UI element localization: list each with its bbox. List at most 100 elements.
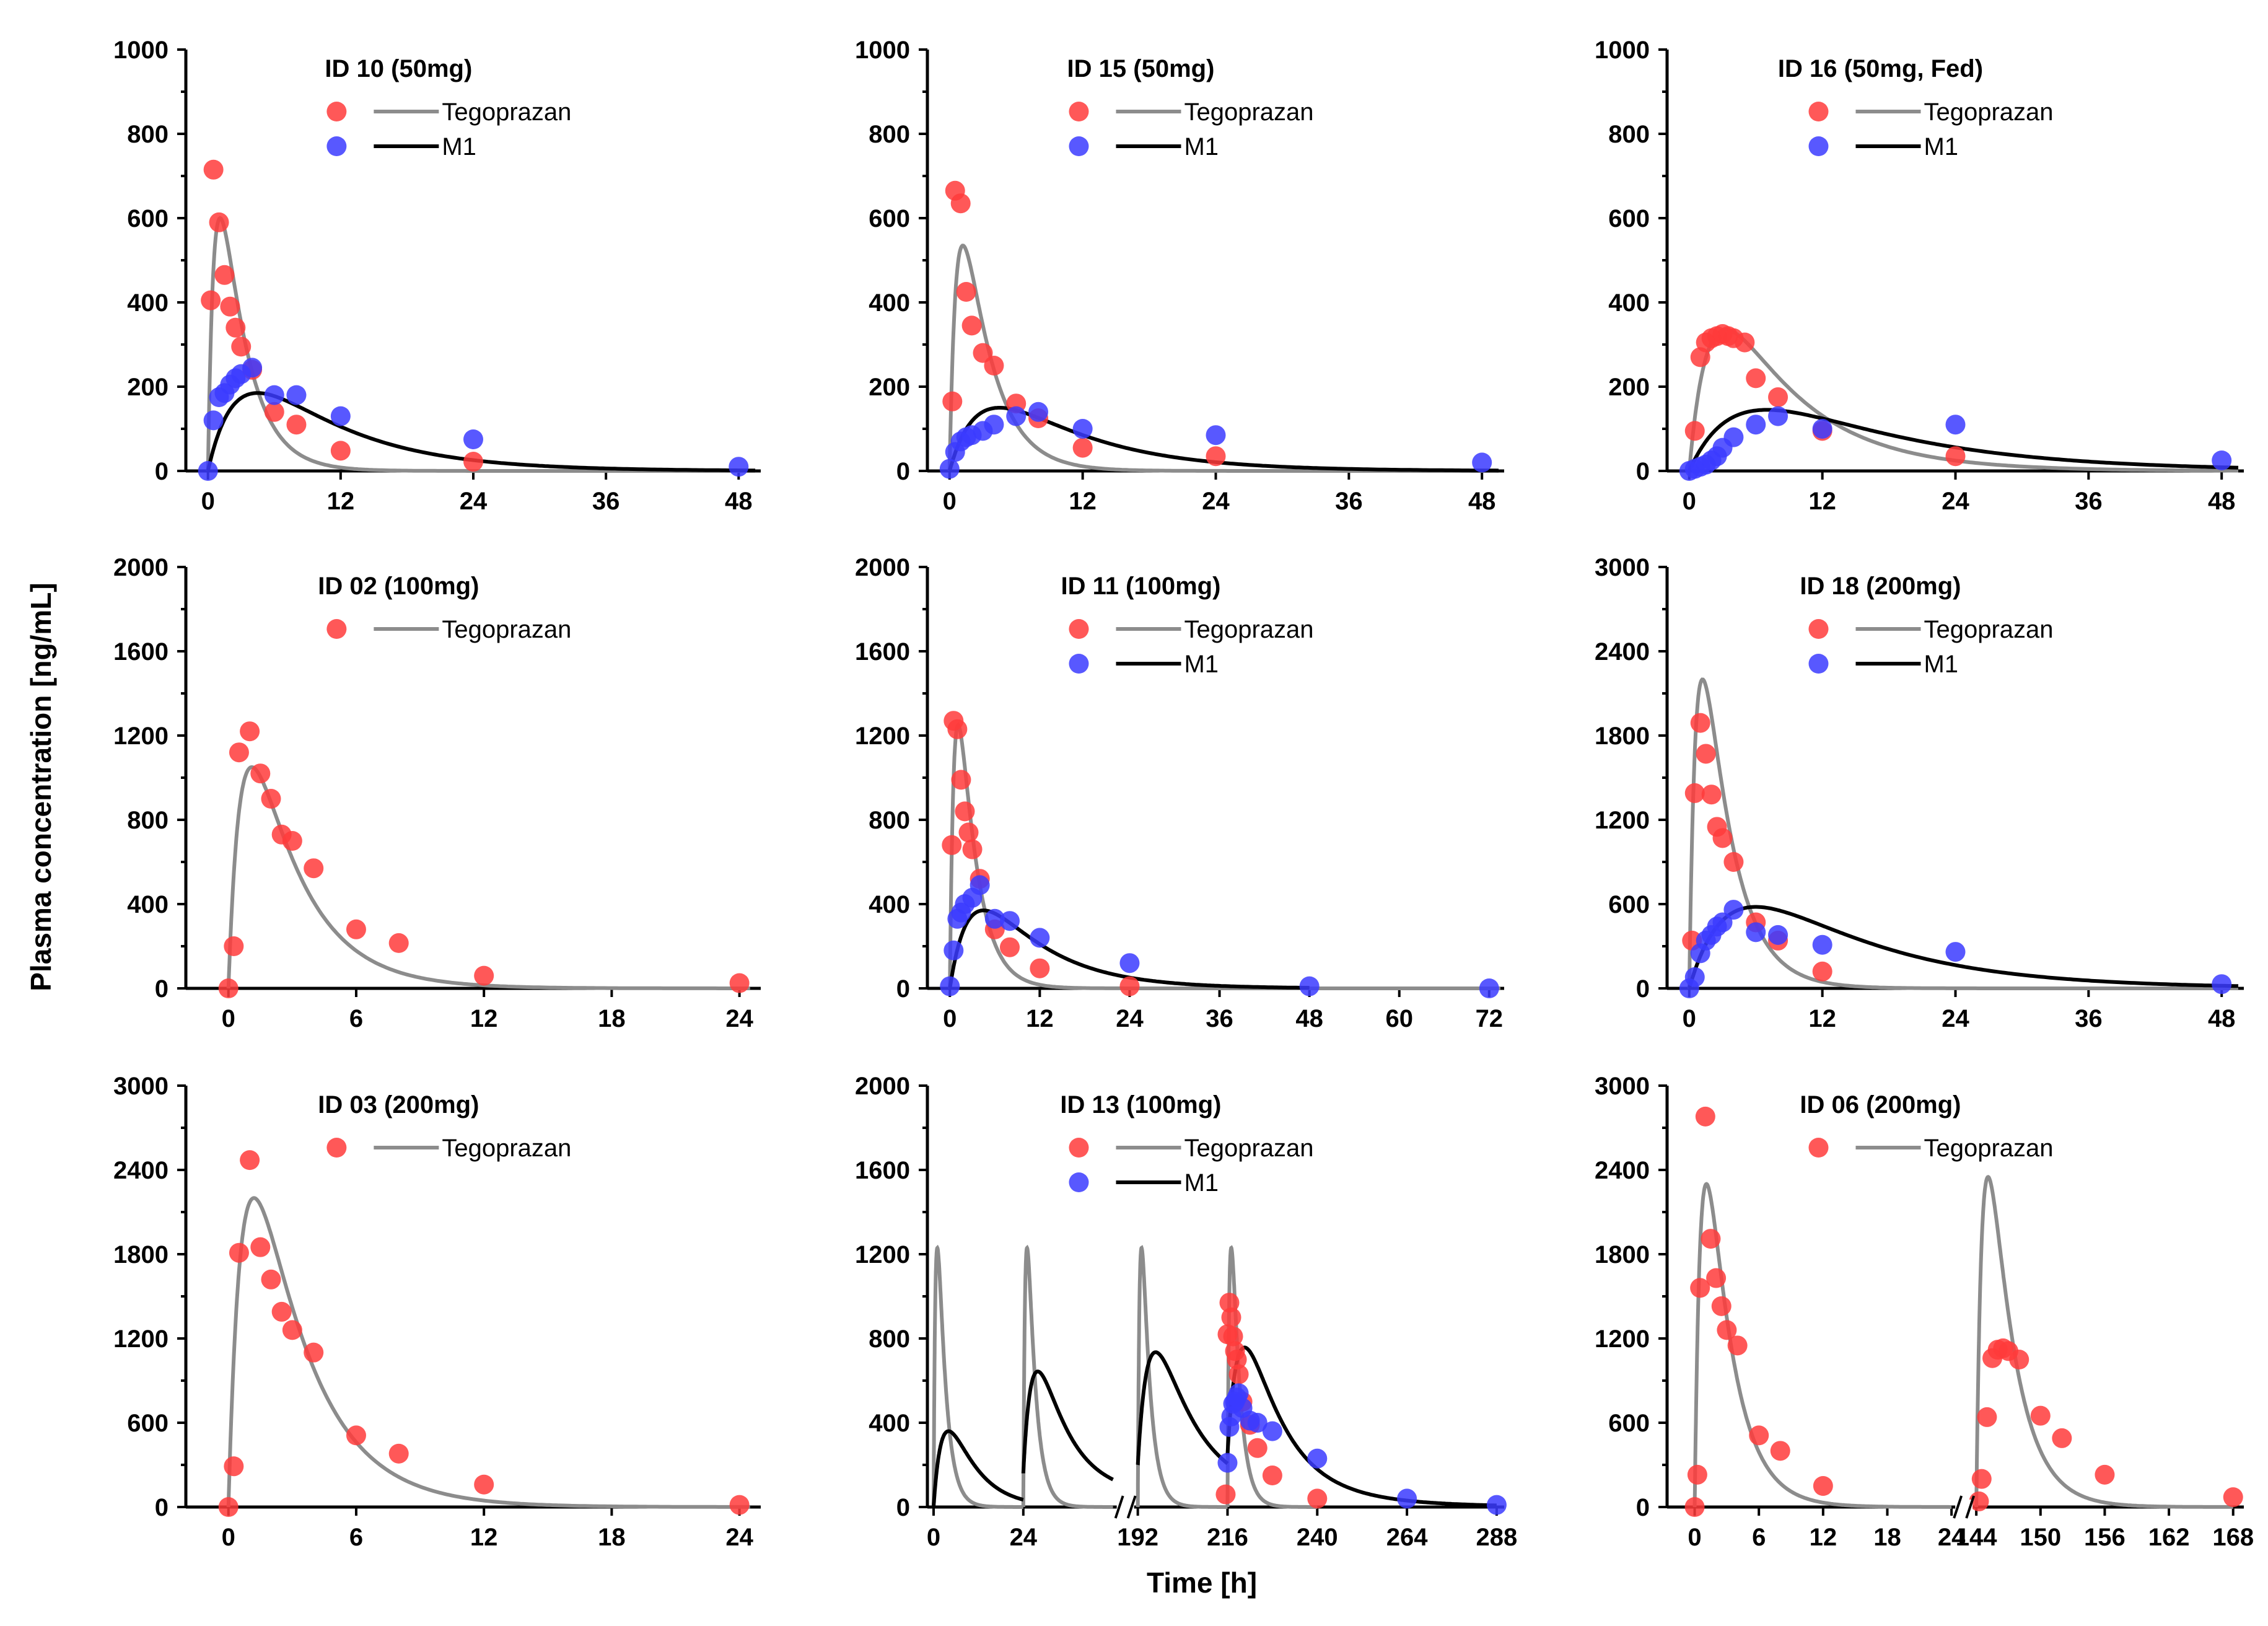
tegoprazan-data-point bbox=[729, 1495, 750, 1515]
tegoprazan-model-curve bbox=[1687, 677, 2238, 990]
tegoprazan-data-point bbox=[1711, 1296, 1732, 1316]
legend-m1-marker bbox=[1808, 654, 1829, 674]
tegoprazan-data-point bbox=[463, 452, 483, 472]
tegoprazan-data-point bbox=[1684, 1497, 1705, 1517]
x-tick-label: 24 bbox=[460, 488, 488, 515]
x-tick-label: 24 bbox=[725, 1005, 753, 1032]
legend-tegoprazan-marker bbox=[1069, 1138, 1089, 1158]
tegoprazan-data-point bbox=[474, 965, 494, 986]
y-tick-label: 400 bbox=[869, 289, 910, 317]
tegoprazan-data-point bbox=[1768, 387, 1789, 407]
x-tick-label: 0 bbox=[927, 1524, 940, 1551]
tegoprazan-data-point bbox=[955, 801, 975, 822]
chart-panel-5: 0 400 800 1200 1600 2000 0 12 24 36 48 60 72 ID 11 (1… bbox=[855, 554, 1504, 1032]
m1-data-point bbox=[1812, 934, 1832, 955]
y-tick-label: 1200 bbox=[113, 1325, 169, 1353]
m1-data-point bbox=[1307, 1448, 1328, 1469]
x-tick-label: 12 bbox=[1808, 1005, 1836, 1032]
y-tick-label: 0 bbox=[896, 1494, 910, 1521]
y-tick-label: 600 bbox=[1608, 891, 1650, 918]
panel-title: ID 02 (100mg) bbox=[318, 573, 479, 600]
tegoprazan-data-point bbox=[203, 159, 224, 180]
tegoprazan-data-point bbox=[1000, 937, 1020, 957]
tegoprazan-model-curve bbox=[1692, 1182, 1952, 1509]
tegoprazan-data-point bbox=[264, 402, 284, 422]
tegoprazan-data-point bbox=[2223, 1487, 2243, 1508]
tegoprazan-data-point bbox=[1119, 976, 1140, 996]
panel-title: ID 18 (200mg) bbox=[1800, 573, 1961, 600]
x-tick-label: 12 bbox=[327, 488, 355, 515]
y-tick-label: 1800 bbox=[113, 1241, 169, 1268]
tegoprazan-data-point bbox=[1684, 421, 1705, 441]
tegoprazan-data-point bbox=[271, 1301, 292, 1322]
tegoprazan-data-point bbox=[1706, 1268, 1727, 1288]
x-tick-label: 24 bbox=[725, 1524, 753, 1551]
tegoprazan-data-point bbox=[942, 835, 962, 855]
y-tick-label: 0 bbox=[155, 458, 169, 485]
tegoprazan-model-curve bbox=[1021, 1244, 1113, 1509]
tegoprazan-data-point bbox=[229, 1242, 249, 1263]
m1-model-curve bbox=[932, 1429, 1024, 1508]
x-tick-label: 0 bbox=[201, 488, 215, 515]
tegoprazan-data-point bbox=[261, 1269, 281, 1290]
panel-title: ID 11 (100mg) bbox=[1061, 573, 1221, 600]
y-tick-label: 1800 bbox=[1595, 1241, 1650, 1268]
legend-tegoprazan-label: Tegoprazan bbox=[1184, 99, 1313, 126]
chart-panel-6: 0 600 1200 1800 2400 3000 0 12 24 36 48 ID 18 (200m… bbox=[1595, 554, 2244, 1032]
m1-model-curve bbox=[206, 391, 756, 473]
m1-data-point bbox=[198, 461, 218, 481]
y-tick-label: 200 bbox=[869, 374, 910, 401]
tegoprazan-data-point bbox=[1223, 1326, 1243, 1347]
tegoprazan-data-point bbox=[330, 441, 351, 461]
axis-break-mark bbox=[1953, 1495, 1963, 1519]
tegoprazan-data-point bbox=[261, 789, 281, 809]
x-tick-label: 36 bbox=[2075, 1005, 2103, 1032]
m1-data-point bbox=[1812, 419, 1832, 439]
y-tick-label: 200 bbox=[127, 374, 169, 401]
legend-tegoprazan-marker bbox=[1069, 619, 1089, 639]
tegoprazan-data-point bbox=[474, 1474, 494, 1495]
m1-data-point bbox=[242, 358, 263, 378]
tegoprazan-data-point bbox=[1812, 961, 1832, 982]
y-tick-label: 3000 bbox=[1595, 554, 1650, 581]
y-tick-label: 400 bbox=[127, 289, 169, 317]
m1-data-point bbox=[1262, 1421, 1282, 1441]
tegoprazan-data-point bbox=[942, 391, 963, 411]
tegoprazan-data-point bbox=[1717, 1320, 1737, 1340]
tegoprazan-data-point bbox=[2052, 1428, 2072, 1448]
legend-m1-label: M1 bbox=[1184, 651, 1219, 678]
x-tick-label: 150 bbox=[2020, 1524, 2061, 1551]
x-axis-title: Time [h] bbox=[1147, 1567, 1257, 1599]
tegoprazan-data-point bbox=[229, 742, 249, 763]
tegoprazan-data-point bbox=[1945, 446, 1966, 467]
tegoprazan-data-point bbox=[1072, 437, 1093, 458]
y-axis-title: Plasma concentration [ng/mL] bbox=[25, 582, 57, 991]
legend-tegoprazan-label: Tegoprazan bbox=[1924, 616, 2053, 643]
x-tick-label: 240 bbox=[1297, 1524, 1338, 1551]
axis-break-mark bbox=[1114, 1495, 1124, 1519]
x-tick-label: 36 bbox=[2075, 488, 2103, 515]
tegoprazan-data-point bbox=[218, 1497, 239, 1517]
tegoprazan-model-curve bbox=[206, 216, 756, 473]
y-tick-label: 600 bbox=[869, 205, 910, 232]
x-tick-label: 168 bbox=[2212, 1524, 2254, 1551]
tegoprazan-data-point bbox=[956, 282, 976, 302]
x-tick-label: 48 bbox=[1468, 488, 1496, 515]
tegoprazan-data-point bbox=[1227, 1350, 1247, 1369]
tegoprazan-data-point bbox=[282, 1320, 302, 1340]
x-tick-label: 24 bbox=[1942, 1005, 1969, 1032]
m1-data-point bbox=[1945, 415, 1966, 435]
x-tick-label: 24 bbox=[1938, 1524, 1966, 1551]
tegoprazan-data-point bbox=[1712, 828, 1733, 848]
x-tick-label: 12 bbox=[1069, 488, 1097, 515]
tegoprazan-data-point bbox=[947, 719, 968, 739]
tegoprazan-data-point bbox=[1690, 1278, 1710, 1298]
tegoprazan-data-point bbox=[1690, 713, 1710, 733]
x-tick-label: 36 bbox=[592, 488, 620, 515]
x-tick-label: 0 bbox=[1683, 1005, 1696, 1032]
m1-data-point bbox=[1206, 425, 1226, 446]
m1-data-point bbox=[2212, 450, 2232, 470]
m1-data-point bbox=[203, 410, 224, 431]
m1-model-curve bbox=[1021, 1369, 1114, 1482]
